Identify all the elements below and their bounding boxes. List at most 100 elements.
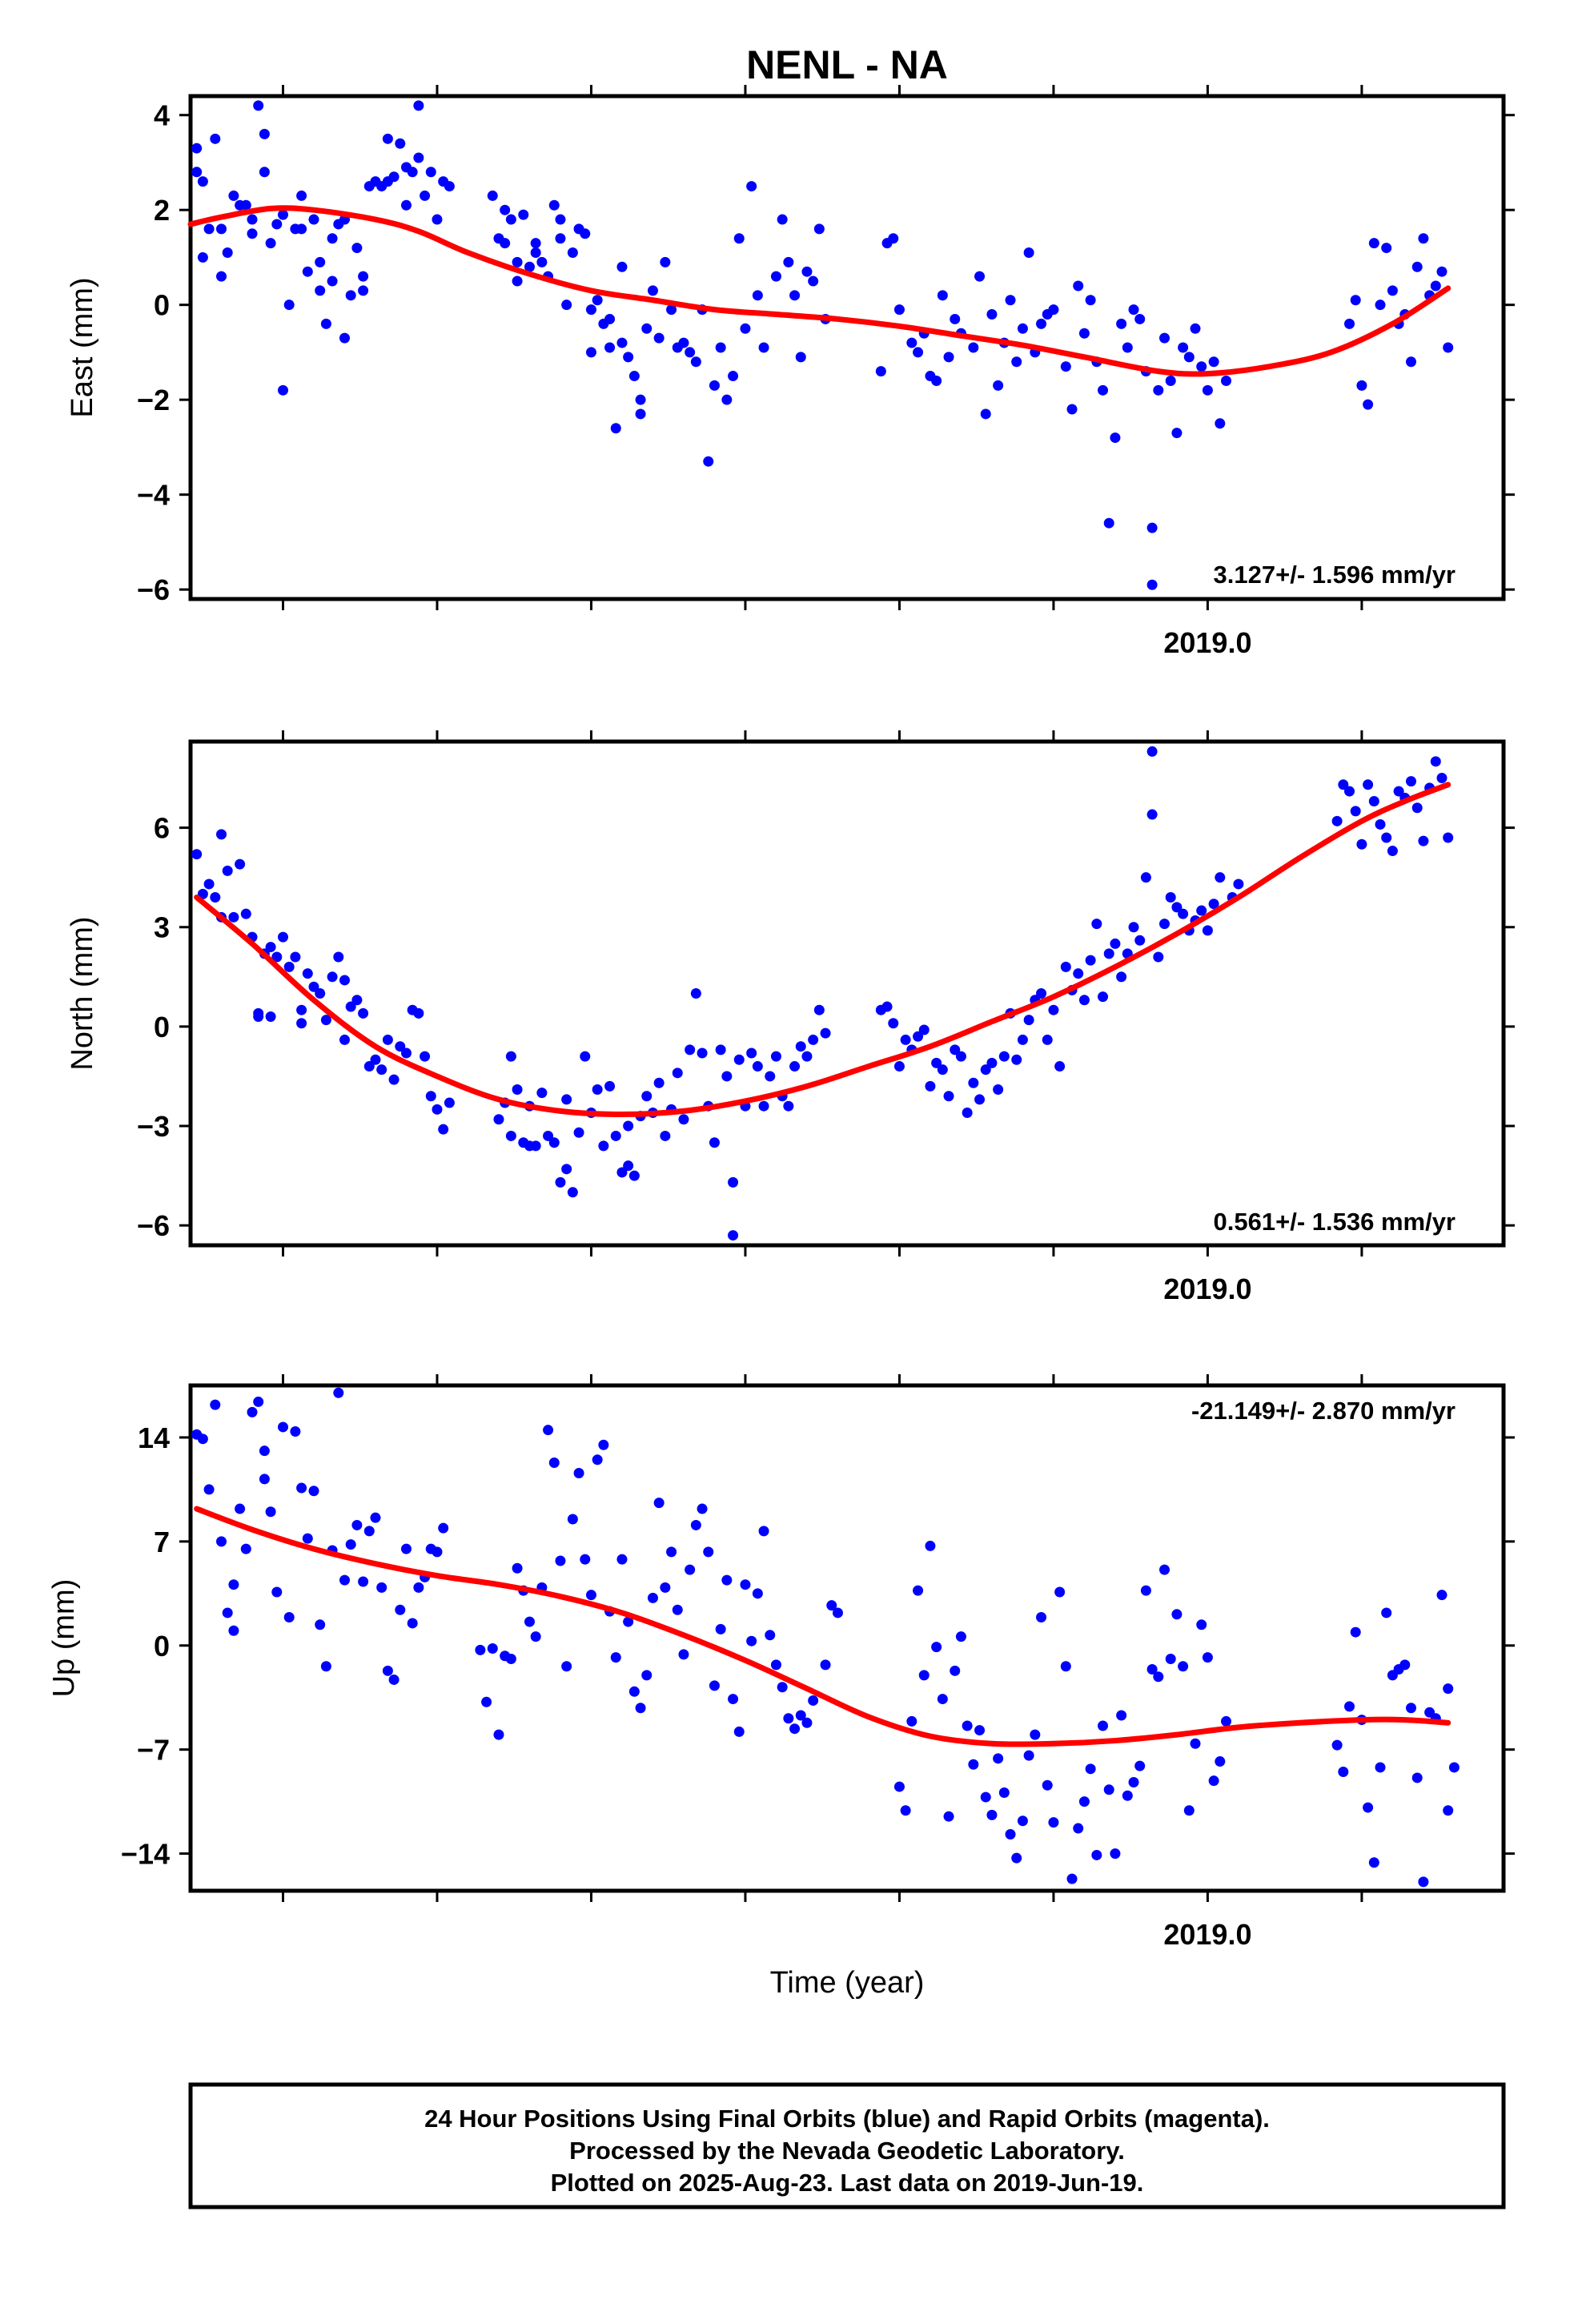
data-point <box>998 1051 1010 1062</box>
data-point <box>770 1051 781 1062</box>
data-point <box>715 342 726 353</box>
y-tick-label: −3 <box>137 1110 170 1143</box>
data-point <box>1215 872 1226 883</box>
data-point <box>980 408 991 420</box>
data-point <box>1406 1703 1417 1714</box>
data-point <box>253 1011 264 1022</box>
series-final-orbits <box>191 100 1454 590</box>
data-point <box>1103 517 1114 529</box>
data-point <box>222 865 233 876</box>
data-point <box>1159 919 1170 930</box>
data-point <box>191 849 203 860</box>
data-point <box>752 1061 763 1072</box>
data-point <box>1202 384 1213 396</box>
data-point <box>320 1661 331 1672</box>
data-point <box>931 375 942 386</box>
data-point <box>302 266 313 277</box>
data-point <box>968 342 979 353</box>
data-point <box>1436 1590 1447 1601</box>
velocity-label: 0.561+/- 1.536 mm/yr <box>1214 1208 1456 1236</box>
data-point <box>1215 1756 1226 1767</box>
data-point <box>530 1631 541 1642</box>
data-point <box>327 233 338 244</box>
data-point <box>610 1652 621 1663</box>
data-point <box>653 332 665 344</box>
data-point <box>1023 1015 1034 1026</box>
data-point <box>1054 1061 1066 1072</box>
data-point <box>733 233 745 244</box>
data-point <box>746 1047 757 1059</box>
data-point <box>1060 1661 1071 1672</box>
data-point <box>271 951 283 963</box>
data-point <box>986 309 998 320</box>
data-point <box>1073 968 1084 979</box>
data-point <box>690 988 701 999</box>
data-point <box>438 1124 449 1135</box>
data-point <box>685 1564 696 1575</box>
data-point <box>420 1051 431 1062</box>
data-point <box>345 1539 356 1550</box>
data-point <box>1011 1054 1022 1065</box>
data-point <box>493 1114 504 1125</box>
data-point <box>425 1091 436 1102</box>
data-point <box>875 366 886 377</box>
data-point <box>1338 1767 1349 1778</box>
data-point <box>623 352 634 363</box>
data-point <box>327 971 338 983</box>
panel-frame <box>188 739 1506 1248</box>
data-point <box>1436 773 1447 784</box>
data-point <box>1116 318 1127 329</box>
data-point <box>240 199 251 211</box>
data-point <box>203 879 215 890</box>
data-point <box>783 1713 794 1724</box>
data-point <box>1098 384 1109 396</box>
data-point <box>339 1574 350 1586</box>
data-point <box>222 247 233 259</box>
data-point <box>530 238 541 249</box>
data-point <box>801 266 813 277</box>
data-point <box>400 1543 412 1554</box>
data-point <box>320 1015 331 1026</box>
data-point <box>1085 295 1096 306</box>
data-point <box>604 313 616 324</box>
data-point <box>432 214 443 225</box>
data-point <box>1042 1034 1053 1045</box>
data-point <box>795 1041 806 1052</box>
data-point <box>370 1054 381 1065</box>
data-point <box>950 1044 961 1055</box>
data-point <box>1350 295 1361 306</box>
data-point <box>536 1088 548 1099</box>
data-point <box>1098 991 1109 1003</box>
data-point <box>215 1536 227 1547</box>
data-point <box>1208 1775 1219 1787</box>
data-point <box>1221 1715 1232 1727</box>
data-point <box>900 1805 911 1816</box>
data-point <box>628 371 640 382</box>
data-point <box>1011 1852 1022 1864</box>
y-axis-label: North (mm) <box>66 916 99 1070</box>
data-point <box>1418 835 1429 846</box>
data-point <box>1368 238 1379 249</box>
data-point <box>524 261 535 272</box>
data-point <box>672 1604 683 1615</box>
data-point <box>1208 899 1219 910</box>
data-point <box>1443 1683 1454 1695</box>
data-point <box>1078 995 1090 1006</box>
data-point <box>561 1164 572 1175</box>
data-point <box>555 233 566 244</box>
data-point <box>1418 1876 1429 1888</box>
data-point <box>746 1635 757 1647</box>
data-point <box>962 1720 973 1731</box>
data-point <box>240 908 251 919</box>
data-point <box>203 1484 215 1495</box>
data-point <box>709 1680 720 1691</box>
data-point <box>315 1619 326 1630</box>
data-point <box>1443 832 1454 843</box>
data-point <box>765 1630 776 1641</box>
data-point <box>703 456 714 467</box>
data-point <box>376 1064 387 1076</box>
data-point <box>363 1061 375 1072</box>
data-point <box>265 942 276 953</box>
data-point <box>555 1176 566 1188</box>
y-tick-label: 0 <box>154 1630 170 1663</box>
